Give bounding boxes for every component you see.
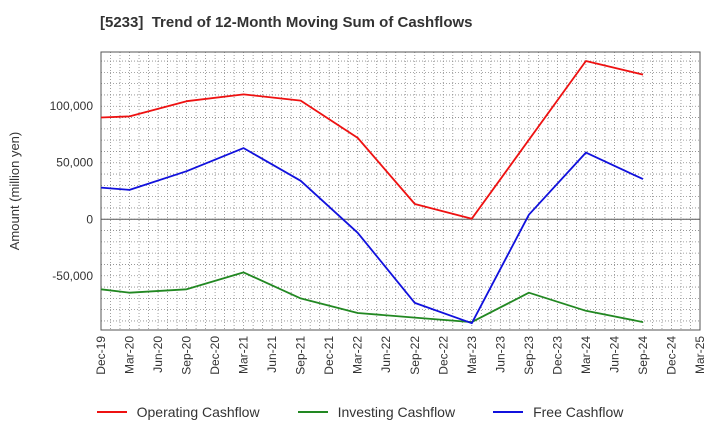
x-tick-label: Sep-24 — [636, 336, 650, 375]
x-tick-label: Dec-23 — [550, 336, 564, 375]
x-tick-label: Mar-20 — [123, 336, 137, 374]
x-tick-label: Mar-22 — [351, 336, 365, 374]
x-tick-label: Jun-22 — [379, 336, 393, 373]
x-tick-label: Dec-24 — [664, 336, 678, 375]
x-tick-label: Jun-21 — [265, 336, 279, 373]
y-axis-tick-labels: -50,000 0 50,000 100,000 — [50, 99, 94, 283]
x-tick-label: Dec-22 — [436, 336, 450, 375]
legend-label: Investing Cashflow — [337, 404, 456, 420]
x-tick-label: Mar-21 — [237, 336, 251, 374]
x-tick-label: Dec-21 — [322, 336, 336, 375]
legend-swatch — [96, 411, 127, 413]
x-tick-label: Sep-21 — [294, 336, 308, 375]
series-lines — [100, 60, 644, 325]
legend-label: Free Cashflow — [533, 404, 624, 420]
series-line-operating-cashflow — [100, 60, 644, 220]
x-tick-label: Sep-22 — [408, 336, 422, 375]
y-axis-label: Amount (million yen) — [7, 132, 22, 251]
y-tick-label: -50,000 — [52, 269, 93, 283]
chart-legend: Operating Cashflow Investing Cashflow Free… — [0, 404, 720, 420]
y-tick-label: 50,000 — [56, 156, 93, 170]
x-tick-label: Jun-20 — [151, 336, 165, 373]
x-tick-label: Jun-23 — [493, 336, 507, 373]
legend-label: Operating Cashflow — [136, 404, 260, 420]
x-axis-tick-labels: Dec-19 Mar-20 Jun-20 Sep-20 Dec-20 Mar-21 Jun-… — [94, 336, 707, 375]
chart-title: [5233] Trend of 12-Month Moving Sum of C… — [100, 14, 473, 31]
legend-item: Investing Cashflow — [297, 404, 456, 420]
x-tick-label: Dec-20 — [208, 336, 222, 375]
legend-item: Free Cashflow — [493, 404, 623, 420]
x-tick-label: Sep-23 — [522, 336, 536, 375]
series-line-free-cashflow — [100, 147, 644, 325]
x-tick-label: Dec-19 — [94, 336, 108, 375]
x-tick-label: Sep-20 — [180, 336, 194, 375]
y-tick-label: 0 — [86, 212, 93, 226]
x-tick-label: Jun-24 — [607, 336, 621, 373]
y-tick-label: 100,000 — [50, 99, 94, 113]
legend-swatch — [493, 411, 524, 413]
legend-item: Operating Cashflow — [96, 404, 260, 420]
x-tick-label: Mar-25 — [693, 336, 707, 374]
x-tick-label: Mar-24 — [579, 336, 593, 374]
x-tick-label: Mar-23 — [465, 336, 479, 374]
legend-swatch — [297, 411, 328, 413]
series-line-investing-cashflow — [100, 271, 644, 324]
plot-area-frame — [100, 51, 701, 331]
